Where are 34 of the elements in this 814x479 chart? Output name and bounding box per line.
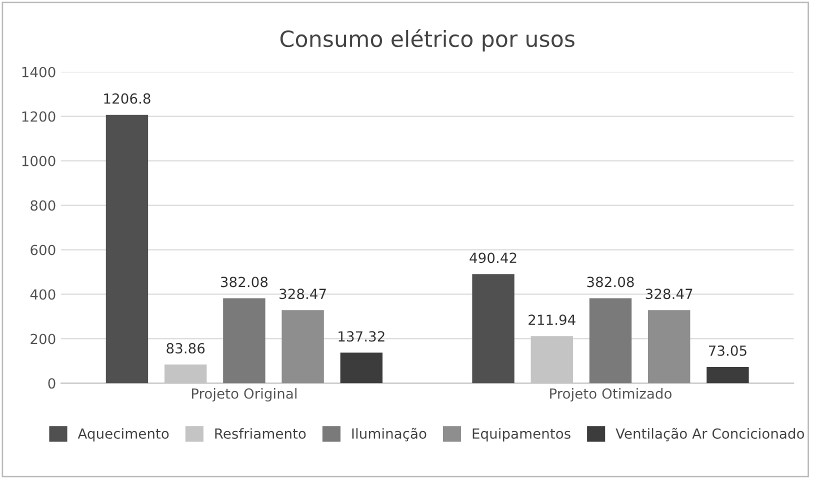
y-tick-label: 0 [48,378,56,389]
y-tick-label: 1200 [22,111,56,122]
bar [648,310,690,384]
data-label: 211.94 [528,314,576,326]
legend-label: Iluminação [352,428,426,442]
y-tick-label: 1400 [22,66,56,78]
data-label: 73.05 [708,345,746,356]
chart-title: Consumo elétrico por usos [280,29,574,52]
y-tick-label: 600 [30,244,56,256]
y-tick-label: 800 [30,200,56,211]
legend-label: Equipamentos [472,428,570,442]
legend-label: Aquecimento [78,428,169,442]
data-label: 382.08 [220,276,268,288]
data-label: 382.08 [587,276,634,288]
data-label: 490.42 [470,252,516,264]
bar [472,274,514,384]
bar [589,298,632,384]
x-tick-label: Projeto Original [192,388,296,402]
bar [340,352,383,384]
legend-label: Ventilação Ar Concicionado [616,428,804,442]
data-label: 137.32 [338,331,384,342]
y-tick-label: 200 [30,334,56,344]
bar [282,310,324,384]
x-tick-label: Projeto Otimizado [550,388,672,402]
data-label: 328.47 [280,288,326,300]
y-tick-label: 1000 [22,156,56,166]
bar [106,114,148,384]
data-label: 83.86 [166,343,205,354]
bar [706,366,749,384]
bar [223,298,266,384]
legend-label: Resfriamento [215,428,306,439]
data-label: 1206.8 [104,93,150,104]
data-label: 328.47 [646,288,692,300]
y-tick-label: 400 [30,289,56,300]
